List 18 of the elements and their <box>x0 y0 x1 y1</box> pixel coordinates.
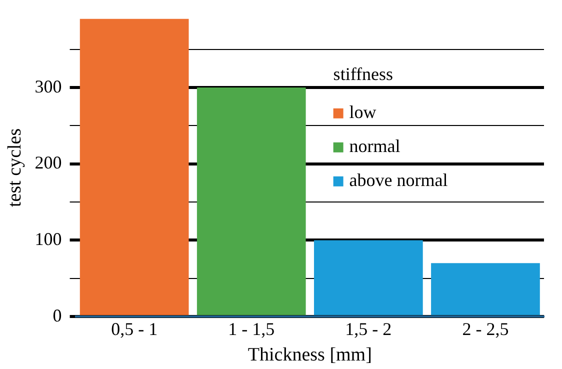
x-tick-label: 0,5 - 1 <box>111 319 158 340</box>
y-tick-label: 100 <box>34 228 62 249</box>
legend-label: above normal <box>349 170 448 190</box>
y-tick-label: 200 <box>34 152 62 173</box>
y-tick-label: 0 <box>52 305 62 326</box>
x-tick-label: 2 - 2,5 <box>462 319 509 340</box>
y-axis-title: test cycles <box>4 128 26 208</box>
x-axis-title: Thickness [mm] <box>248 344 372 366</box>
bar <box>196 88 306 316</box>
x-tick-label: 1,5 - 2 <box>345 319 392 340</box>
bar <box>80 18 189 316</box>
bar <box>314 240 423 316</box>
y-tick-label: 300 <box>34 76 62 96</box>
x-tick-label: 1 - 1,5 <box>228 319 275 340</box>
legend-label: normal <box>349 136 400 156</box>
legend-title: stiffness <box>333 64 393 84</box>
legend-label: low <box>349 102 376 122</box>
bar <box>431 263 540 316</box>
